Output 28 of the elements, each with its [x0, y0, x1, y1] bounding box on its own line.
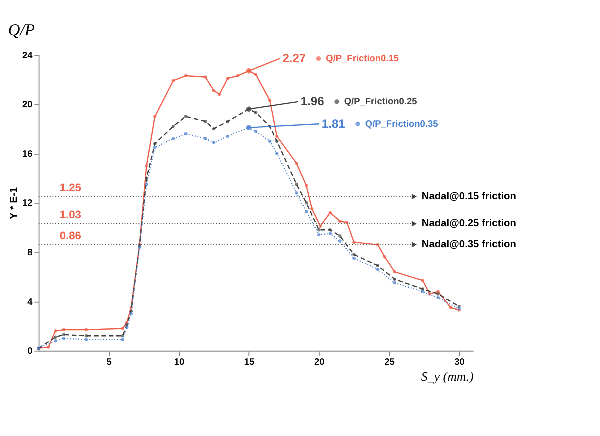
annotation: 1.25 — [60, 182, 82, 194]
x-tick-label: 25 — [384, 357, 395, 368]
annotation: Nadal@0.35 friction — [422, 240, 516, 251]
annotation: 0.86 — [60, 230, 82, 242]
y-tick-label: 16 — [22, 148, 33, 159]
x-tick-label: 30 — [454, 357, 465, 368]
y-tick-label: 8 — [28, 248, 33, 258]
legend-label: Q/P_Friction0.25 — [344, 96, 418, 107]
annotation: 1.96 — [300, 94, 325, 109]
annotation: 2.27 — [282, 51, 306, 66]
x-tick-label: 20 — [314, 357, 325, 368]
y-tick-label: 12 — [22, 198, 33, 208]
annotation: 1.03 — [60, 209, 82, 222]
y-tick-label: 24 — [22, 50, 34, 60]
chart-title: Q/P — [8, 20, 35, 40]
legend-label: Q/P_Friction0.35 — [365, 118, 438, 129]
y-tick-label: 0 — [28, 346, 33, 356]
x-axis-title: S_y (mm.) — [421, 368, 474, 384]
y-tick-label: 20 — [22, 100, 33, 110]
annotation: Nadal@0.25 friction — [422, 218, 516, 230]
legend-label: Q/P_Friction0.15 — [326, 54, 400, 64]
annotation: Nadal@0.15 friction — [422, 192, 516, 203]
x-tick-label: 5 — [106, 357, 112, 368]
annotation: 1.81 — [322, 116, 346, 131]
y-tick-label: 4 — [28, 296, 34, 307]
x-tick-label: 15 — [244, 357, 255, 368]
y-axis-title: Y * E-1 — [8, 187, 20, 220]
x-tick-label: 10 — [174, 357, 185, 368]
